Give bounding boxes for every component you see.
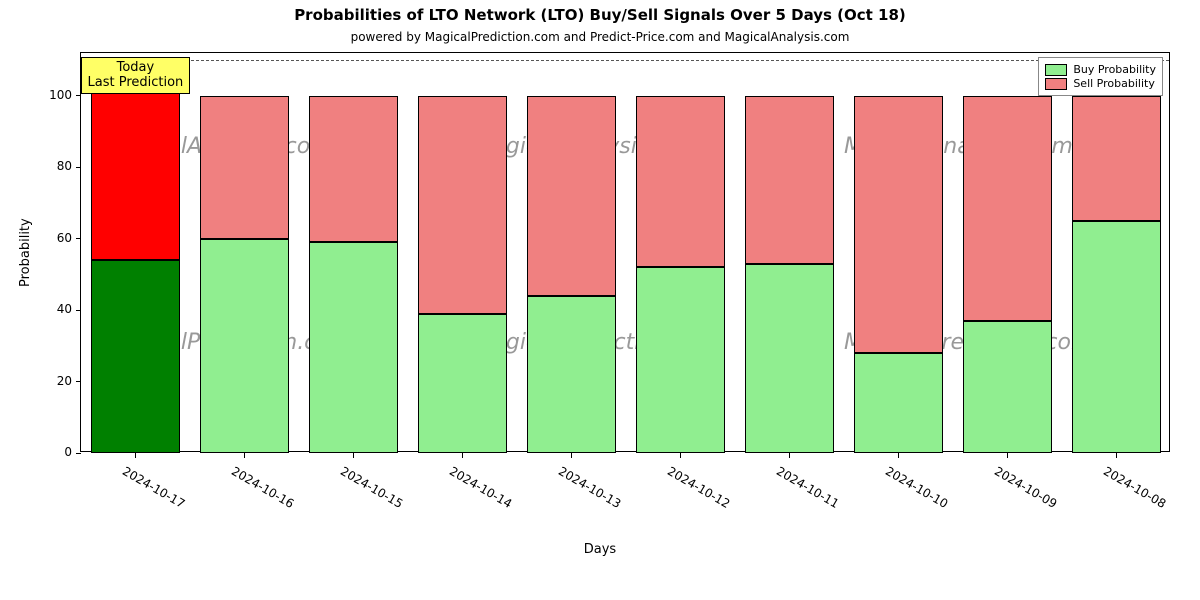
y-tick	[76, 95, 81, 96]
bar-buy	[636, 267, 725, 453]
x-tick	[1007, 453, 1008, 458]
chart-title: Probabilities of LTO Network (LTO) Buy/S…	[0, 6, 1200, 24]
y-tick-label: 100	[22, 88, 72, 102]
bar-sell	[745, 96, 834, 264]
x-tick-label: 2024-10-08	[1101, 464, 1168, 511]
legend-swatch	[1045, 78, 1067, 90]
x-tick	[244, 453, 245, 458]
x-tick	[462, 453, 463, 458]
x-tick-label: 2024-10-10	[883, 464, 950, 511]
bar-sell	[854, 96, 943, 353]
bar-buy	[963, 321, 1052, 453]
bar-buy	[309, 242, 398, 453]
legend-label: Buy Probability	[1073, 63, 1156, 76]
bar-sell	[636, 96, 725, 267]
annotation-line2: Last Prediction	[88, 75, 184, 91]
y-tick-label: 60	[22, 231, 72, 245]
annotation-line1: Today	[88, 60, 184, 76]
today-annotation: TodayLast Prediction	[81, 57, 191, 94]
y-tick	[76, 167, 81, 168]
x-tick	[898, 453, 899, 458]
x-tick	[1116, 453, 1117, 458]
bar-buy	[200, 239, 289, 453]
bar-buy	[1072, 221, 1161, 453]
bar-buy	[854, 353, 943, 453]
y-axis-label: Probability	[18, 218, 33, 287]
legend-item: Buy Probability	[1045, 63, 1156, 76]
x-tick	[680, 453, 681, 458]
y-tick-label: 20	[22, 374, 72, 388]
x-tick	[571, 453, 572, 458]
bar-sell	[309, 96, 398, 242]
x-tick-label: 2024-10-16	[229, 464, 296, 511]
y-tick	[76, 381, 81, 382]
y-tick	[76, 310, 81, 311]
legend-item: Sell Probability	[1045, 77, 1156, 90]
y-tick-label: 80	[22, 159, 72, 173]
x-tick-label: 2024-10-14	[447, 464, 514, 511]
legend-label: Sell Probability	[1073, 77, 1155, 90]
x-tick	[353, 453, 354, 458]
bar-buy	[527, 296, 616, 453]
plot-area: MagicalAnalysis.comMagicalAnalysis.comMa…	[80, 52, 1170, 452]
x-tick-label: 2024-10-17	[120, 464, 187, 511]
y-tick	[76, 238, 81, 239]
legend-swatch	[1045, 64, 1067, 76]
bar-buy	[418, 314, 507, 453]
bar-sell	[527, 96, 616, 296]
x-tick-label: 2024-10-13	[556, 464, 623, 511]
chart-subtitle: powered by MagicalPrediction.com and Pre…	[0, 30, 1200, 44]
x-tick-label: 2024-10-11	[774, 464, 841, 511]
bar-buy	[91, 260, 180, 453]
bar-sell	[200, 96, 289, 239]
bar-sell	[418, 96, 507, 314]
bar-sell	[963, 96, 1052, 321]
reference-line	[81, 60, 1169, 61]
bar-sell	[1072, 96, 1161, 221]
chart-container: Probabilities of LTO Network (LTO) Buy/S…	[0, 0, 1200, 600]
legend: Buy ProbabilitySell Probability	[1038, 57, 1163, 96]
x-axis-label: Days	[0, 542, 1200, 557]
x-tick	[789, 453, 790, 458]
x-tick-label: 2024-10-12	[665, 464, 732, 511]
y-tick-label: 40	[22, 302, 72, 316]
y-tick-label: 0	[22, 445, 72, 459]
y-tick	[76, 453, 81, 454]
bar-buy	[745, 264, 834, 453]
x-tick-label: 2024-10-09	[992, 464, 1059, 511]
x-tick	[135, 453, 136, 458]
x-tick-label: 2024-10-15	[338, 464, 405, 511]
